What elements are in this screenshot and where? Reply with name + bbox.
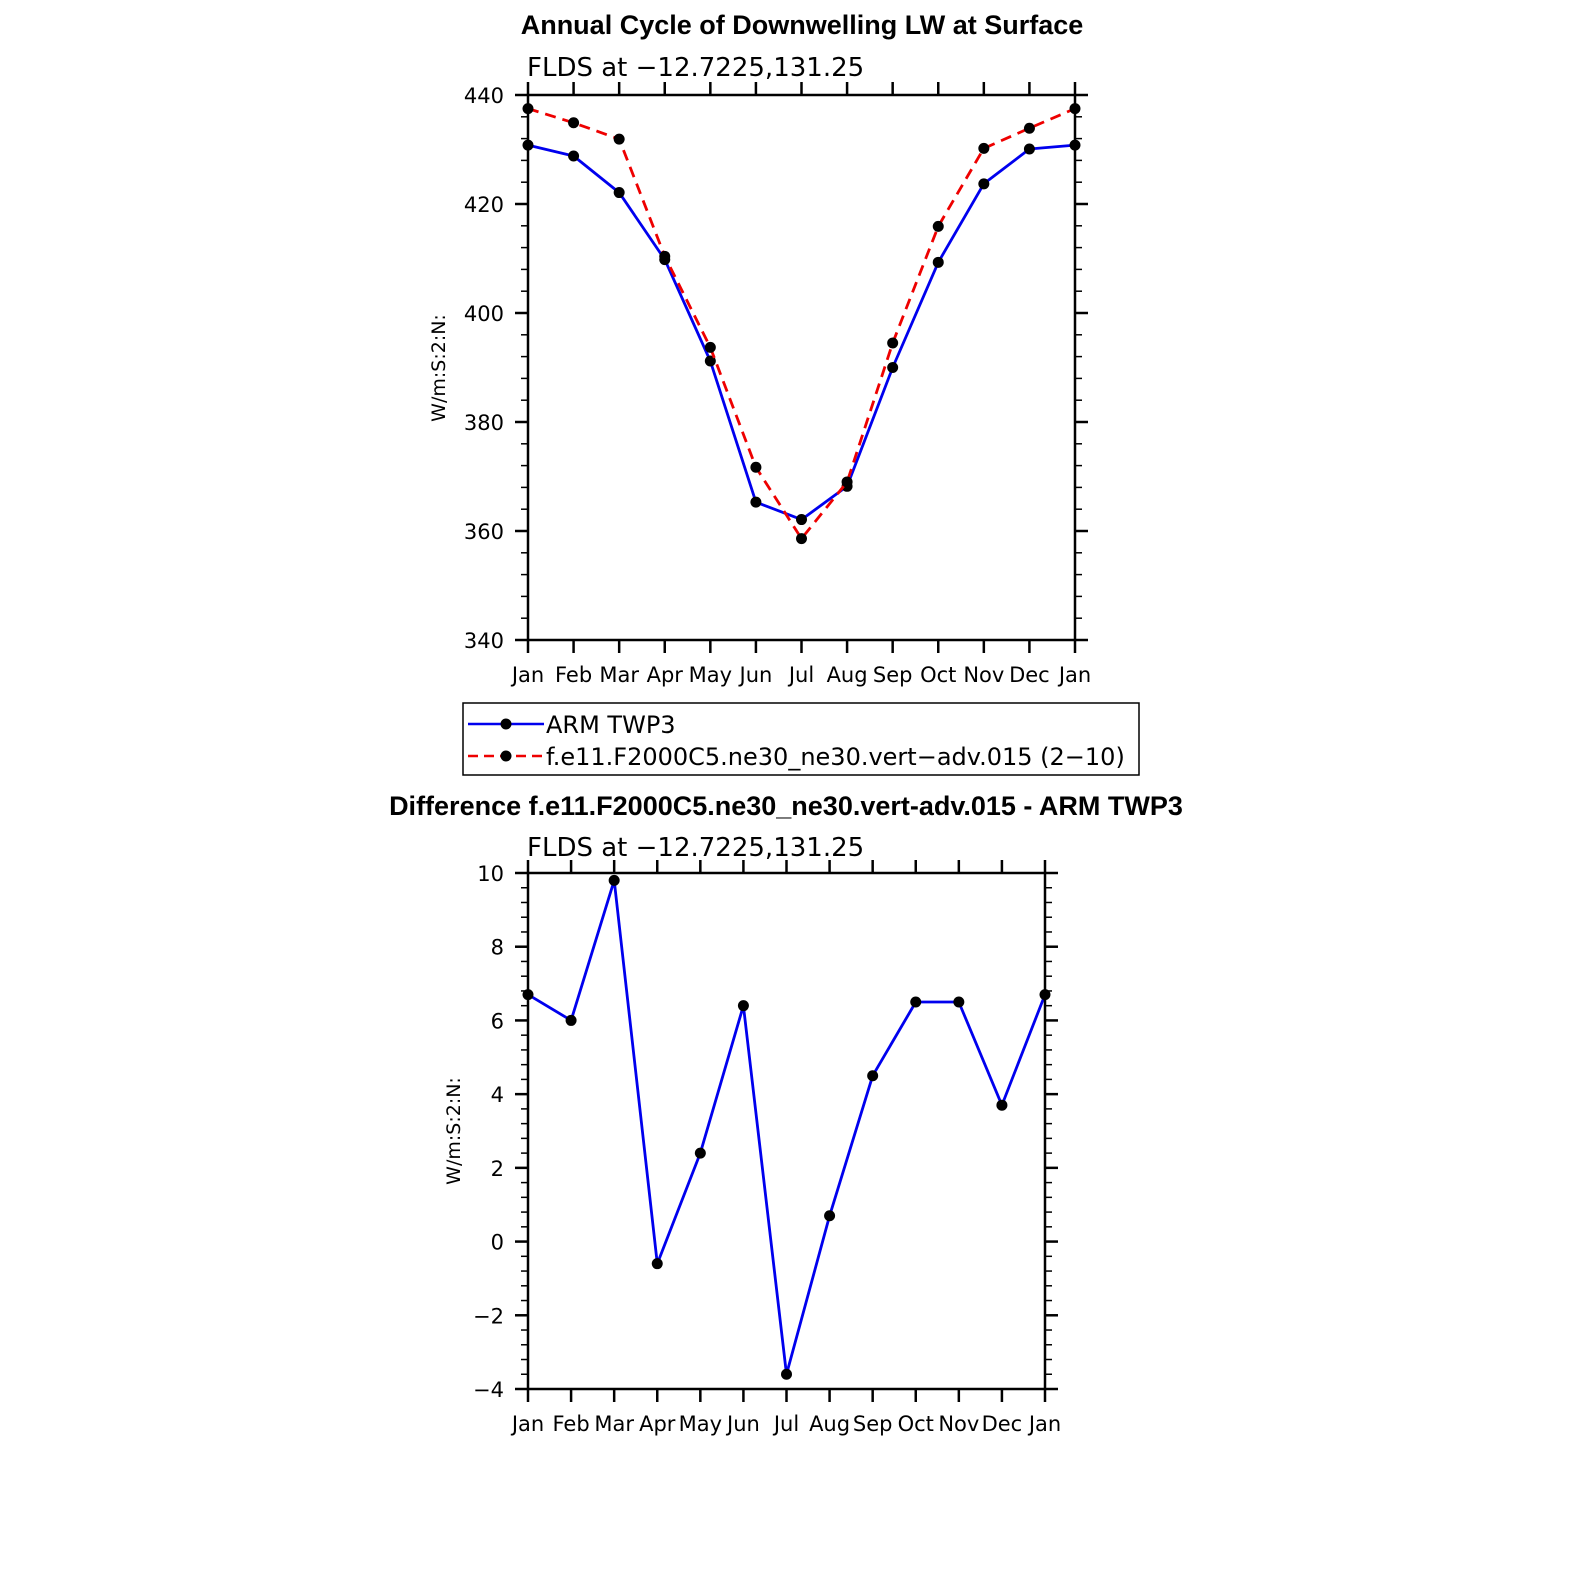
y-tick-label: −4 [473, 1378, 504, 1402]
x-tick-label: Nov [938, 1412, 979, 1436]
data-point [659, 250, 671, 262]
x-tick-label: Mar [599, 663, 639, 687]
x-tick-label: May [689, 663, 732, 687]
y-tick-label: 340 [464, 629, 504, 653]
x-tick-label: Jan [1057, 663, 1091, 687]
data-point [932, 220, 944, 232]
data-point [694, 1147, 706, 1159]
data-point [932, 256, 944, 268]
data-point [613, 187, 625, 199]
y-tick-labels: −4 −2 0 2 4 6 8 10 [473, 862, 504, 1402]
data-point [824, 1210, 836, 1222]
y-axis-label: W/m:S:2:N: [443, 1077, 465, 1185]
axis-ticks [515, 860, 1058, 1402]
x-tick-label: Sep [873, 663, 913, 687]
x-tick-label: Apr [639, 1412, 676, 1436]
data-point [608, 874, 620, 886]
x-tick-label: Aug [809, 1412, 850, 1436]
legend-label-model: f.e11.F2000C5.ne30_ne30.vert−adv.015 (2−… [546, 743, 1125, 771]
data-point [996, 1099, 1008, 1111]
y-tick-label: 10 [477, 862, 504, 886]
data-point [978, 178, 990, 190]
data-point [568, 150, 580, 162]
data-point [750, 496, 762, 508]
y-tick-label: 2 [491, 1157, 504, 1181]
y-tick-label: 420 [464, 193, 504, 217]
legend-box [462, 702, 1140, 776]
chart-subtitle: FLDS at −12.7225,131.25 [527, 833, 864, 863]
y-tick-label: −2 [473, 1304, 504, 1328]
data-point [978, 142, 990, 154]
x-tick-label: Jun [738, 663, 773, 687]
y-tick-label: 0 [491, 1231, 504, 1255]
annual-cycle-panel: Annual Cycle of Downwelling LW at Surfac… [428, 10, 1091, 687]
x-tick-label: Oct [920, 663, 956, 687]
data-point [867, 1070, 879, 1082]
x-tick-label: Jan [510, 663, 544, 687]
data-point [887, 362, 899, 373]
y-tick-label: 400 [464, 302, 504, 326]
x-tick-label: Dec [982, 1412, 1023, 1436]
chart-subtitle: FLDS at −12.7225,131.25 [527, 53, 864, 83]
data-point [565, 1014, 577, 1026]
x-tick-labels: Jan Feb Mar Apr May Jun Jul Aug Sep Oct Nov Dec Jan [510, 1412, 1061, 1436]
y-axis-label: W/m:S:2:N: [428, 314, 450, 422]
legend: ARM TWP3 f.e11.F2000C5.ne30_ne30.vert−ad… [462, 702, 1140, 776]
legend-marker-arm [500, 718, 512, 730]
chart-title: Difference f.e11.F2000C5.ne30_ne30.vert-… [389, 791, 1183, 821]
y-tick-label: 4 [491, 1083, 504, 1107]
legend-marker-model [500, 750, 512, 762]
data-point [704, 341, 716, 353]
data-point [796, 514, 807, 526]
data-point [568, 117, 580, 129]
data-point [841, 476, 853, 488]
data-point [750, 461, 762, 473]
data-point [887, 337, 899, 349]
x-tick-labels: Jan Feb Mar Apr May Jun Jul Aug Sep Oct Nov Dec Jan [510, 663, 1091, 687]
y-tick-label: 360 [464, 520, 504, 544]
x-tick-label: Dec [1009, 663, 1050, 687]
data-point [737, 1000, 749, 1012]
x-tick-label: Feb [555, 663, 592, 687]
x-tick-label: Sep [853, 1412, 893, 1436]
data-point [953, 996, 965, 1008]
y-tick-labels: 340 360 380 400 420 440 [464, 84, 504, 653]
plot-series [522, 874, 1051, 1380]
data-point [781, 1368, 792, 1380]
x-tick-label: Mar [594, 1412, 634, 1436]
data-point [1023, 143, 1035, 155]
x-tick-label: Nov [963, 663, 1004, 687]
x-tick-label: Jun [725, 1412, 760, 1436]
plot-series [522, 103, 1081, 545]
x-tick-label: Feb [552, 1412, 589, 1436]
chart-title: Annual Cycle of Downwelling LW at Surfac… [521, 10, 1084, 40]
data-point [1023, 122, 1035, 134]
x-tick-label: Oct [898, 1412, 934, 1436]
x-tick-label: Jul [787, 663, 814, 687]
difference-panel: Difference f.e11.F2000C5.ne30_ne30.vert-… [389, 791, 1183, 1436]
x-tick-label: Jan [1027, 1412, 1061, 1436]
data-point [651, 1258, 663, 1270]
y-tick-label: 6 [491, 1009, 504, 1033]
x-tick-label: May [679, 1412, 722, 1436]
x-tick-label: Jul [772, 1412, 799, 1436]
x-tick-label: Jan [510, 1412, 544, 1436]
legend-label-arm: ARM TWP3 [546, 711, 676, 739]
data-point [796, 533, 807, 545]
data-point [613, 133, 625, 145]
y-tick-label: 8 [491, 936, 504, 960]
y-tick-label: 380 [464, 411, 504, 435]
plot-frame [526, 871, 1047, 1391]
plot-frame [526, 93, 1077, 642]
x-tick-label: Apr [647, 663, 684, 687]
data-point [910, 996, 922, 1008]
y-tick-label: 440 [464, 84, 504, 108]
x-tick-label: Aug [827, 663, 868, 687]
